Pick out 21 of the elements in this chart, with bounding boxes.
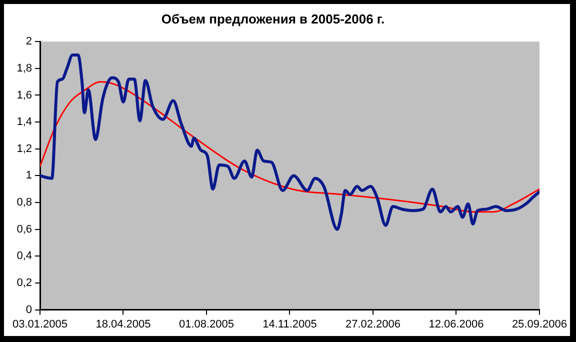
chart-title: Объем предложения в 2005-2006 г. [161,11,385,26]
y-tick-label: 1,2 [16,142,32,155]
x-tick-label: 03.01.2005 [12,318,68,330]
x-tick-label: 27.02.2006 [345,318,401,330]
y-tick-label: 1,8 [16,62,32,74]
y-tick-label: 0,6 [16,223,32,236]
x-tick-label: 01.08.2005 [178,318,234,330]
y-tick-label: 2 [26,36,32,48]
y-tick-label: 0,2 [16,277,32,290]
y-tick-label: 0 [26,304,32,316]
y-tick-label: 1,4 [16,116,32,128]
y-tick-label: 1,6 [16,89,32,102]
y-tick-label: 0,8 [16,196,32,209]
x-tick-label: 18.04.2005 [96,318,151,330]
line-series [40,81,540,213]
x-tick-label: 14.11.2005 [262,318,317,330]
y-tick-label: 1 [26,170,32,182]
y-tick-label: 0,4 [16,250,32,262]
x-tick-label: 12.06.2006 [428,318,484,330]
x-tick-label: 25.09.2006 [512,318,568,330]
line-series [40,54,540,231]
